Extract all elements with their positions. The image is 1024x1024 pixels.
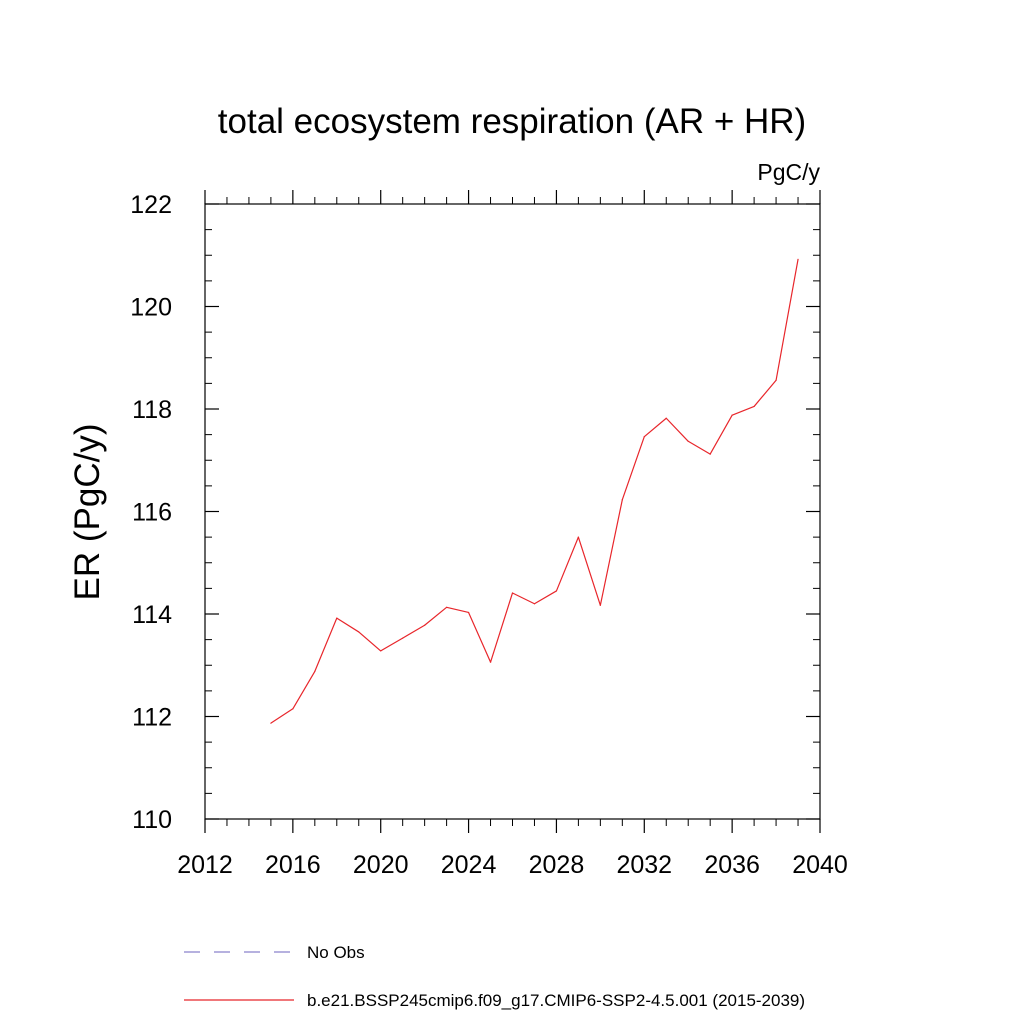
- y-tick-label: 118: [132, 396, 172, 424]
- data-point: [467, 611, 470, 614]
- data-point: [314, 670, 316, 673]
- data-point: [753, 405, 755, 408]
- x-tick-label: 2028: [529, 851, 585, 879]
- data-point: [292, 708, 294, 710]
- axes: 110 112 114 116 118 120 122 2012 2016 2020 2024 202…: [130, 190, 848, 879]
- data-point: [643, 436, 645, 438]
- data-point: [270, 722, 272, 724]
- x-tick-label: 2016: [265, 851, 321, 879]
- x-tick-label: 2036: [704, 851, 760, 879]
- x-tick-label: 2024: [441, 851, 497, 879]
- x-tick-label: 2012: [177, 851, 233, 879]
- plot-frame: [204, 203, 821, 820]
- data-point: [731, 414, 733, 416]
- y-tick-label: 122: [130, 191, 172, 219]
- y-tick-label: 114: [132, 601, 172, 629]
- data-point: [687, 440, 689, 442]
- data-point: [424, 624, 426, 626]
- data-point: [402, 637, 404, 639]
- data-point: [775, 379, 777, 381]
- legend: No Obs b.e21.BSSP245cmip6.f09_g17.CMIP6-S…: [184, 943, 805, 1010]
- series-group: [270, 258, 799, 724]
- data-point: [555, 590, 558, 592]
- data-point: [797, 258, 799, 260]
- series-line: [270, 259, 799, 724]
- data-point: [511, 592, 514, 594]
- legend-label: b.e21.BSSP245cmip6.f09_g17.CMIP6-SSP2-4.…: [307, 991, 805, 1010]
- data-point: [599, 604, 601, 606]
- x-tick-label: 2040: [792, 851, 848, 879]
- legend-label: No Obs: [307, 943, 365, 962]
- y-axis-label: ER (PgC/y): [68, 424, 107, 601]
- y-tick-label: 120: [130, 294, 172, 322]
- data-point: [577, 536, 579, 538]
- data-point: [665, 417, 667, 419]
- data-point: [533, 603, 536, 605]
- data-point: [489, 661, 492, 663]
- data-point: [336, 617, 338, 619]
- data-point: [709, 453, 711, 455]
- data-point: [358, 631, 360, 633]
- units-label: PgC/y: [757, 159, 820, 185]
- y-tick-label: 112: [132, 704, 172, 732]
- chart-title: total ecosystem respiration (AR + HR): [218, 102, 806, 141]
- data-point: [621, 499, 623, 501]
- x-tick-label: 2032: [616, 851, 672, 879]
- x-tick-label: 2020: [353, 851, 409, 879]
- data-point: [446, 606, 448, 608]
- data-point: [380, 650, 382, 652]
- y-tick-label: 116: [132, 499, 172, 527]
- y-tick-label: 110: [132, 806, 172, 834]
